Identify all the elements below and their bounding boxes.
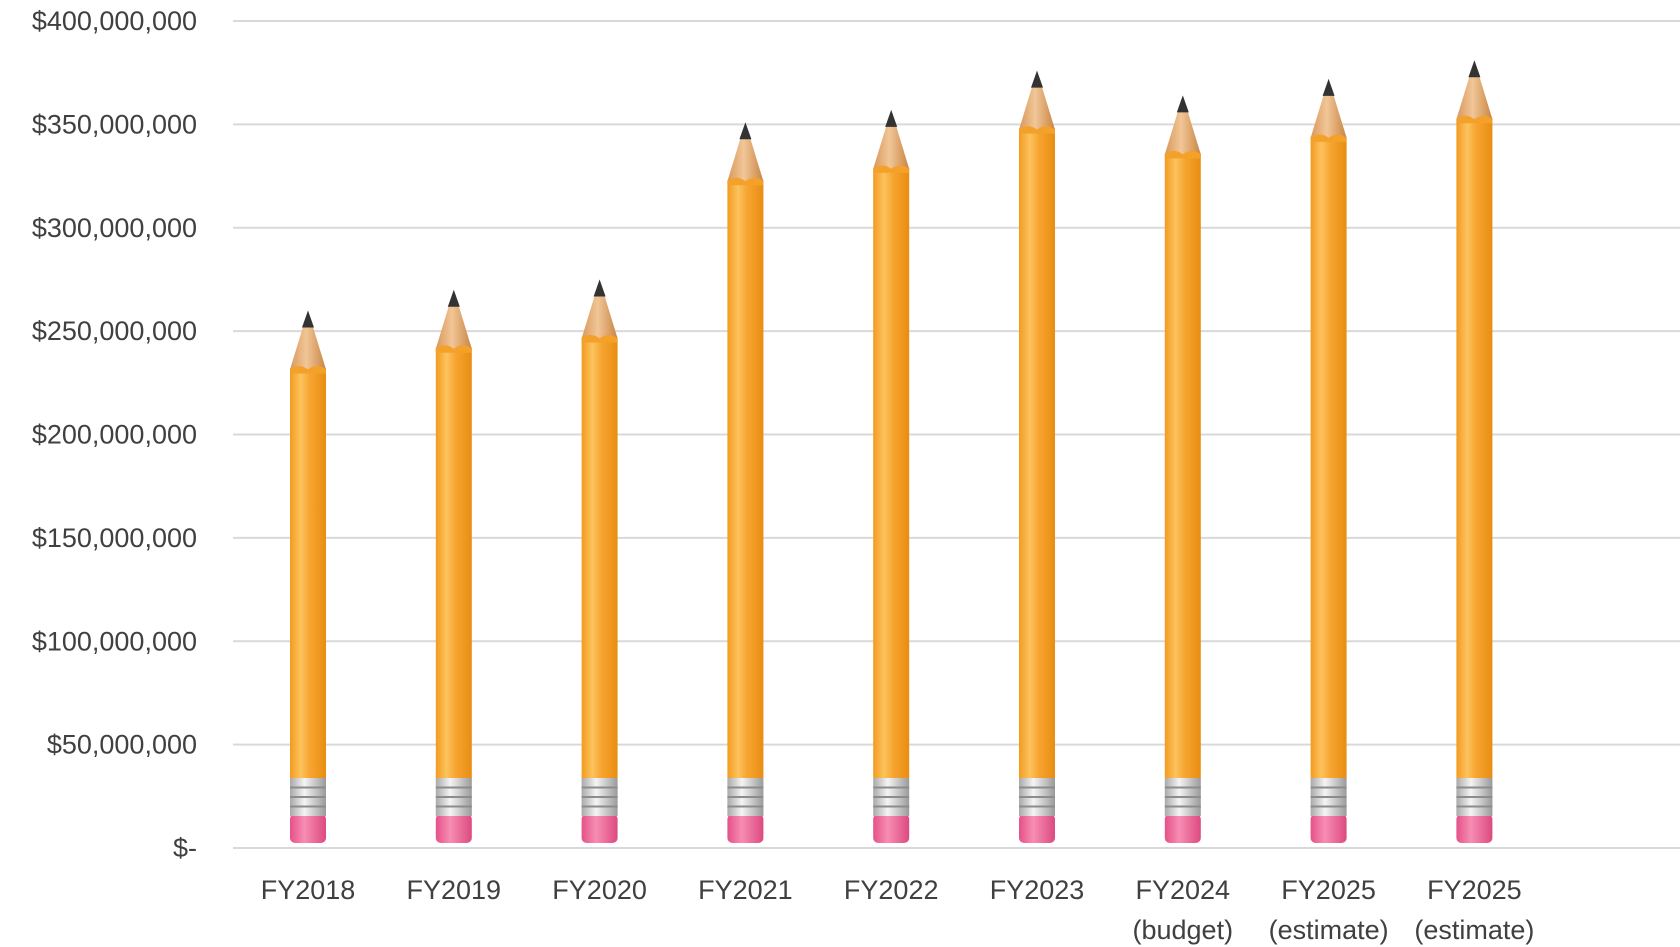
y-tick-label: $200,000,000: [32, 420, 197, 450]
pencil-graphite: [593, 279, 606, 297]
pencil-eraser: [1164, 814, 1201, 843]
y-tick-label: $100,000,000: [32, 626, 197, 656]
pencil-bar: [1310, 78, 1347, 843]
pencil-body: [1310, 136, 1347, 778]
pencil-graphite: [1322, 78, 1335, 96]
x-category-label-line: FY2020: [552, 875, 647, 905]
pencil-bar: [435, 289, 472, 843]
x-category-label-line: FY2024: [1136, 875, 1231, 905]
pencil-wood-tip: [873, 109, 910, 169]
pencil-eraser: [1310, 814, 1347, 843]
x-category-label: FY2024 (budget): [1133, 875, 1234, 945]
pencil-bar: [873, 109, 910, 843]
y-tick-label: $300,000,000: [32, 213, 197, 243]
x-category-label: FY2020: [552, 875, 647, 905]
y-tick-label: $50,000,000: [47, 730, 197, 760]
x-category-label-line: FY2018: [261, 875, 356, 905]
pencil-graphite: [1468, 60, 1481, 78]
pencil-graphite: [447, 289, 460, 307]
x-category-label: FY2025 (estimate): [1414, 875, 1534, 945]
pencil-graphite: [885, 109, 898, 127]
y-tick-label: $150,000,000: [32, 523, 197, 553]
pencil-wood-tip: [435, 289, 472, 349]
pencil-wood-tip: [727, 122, 764, 182]
pencil-eraser: [581, 814, 618, 843]
pencil-body: [1164, 153, 1201, 778]
x-category-label: FY2021: [698, 875, 793, 905]
pencil-paint-edge: [581, 334, 618, 343]
x-category-label-line: FY2025: [1281, 875, 1376, 905]
pencil-paint-edge: [1310, 134, 1347, 142]
pencil-wood-tip: [1019, 70, 1055, 130]
x-axis-category-labels: FY2018 FY2019 FY2020 FY2021 FY2022 FY2023 FY20…: [261, 875, 1535, 945]
pencil-wood-tip: [1456, 60, 1493, 120]
pencil-paint-edge: [1164, 150, 1201, 159]
pencil-paint-edge: [873, 165, 910, 173]
pencil-paint-edge: [1019, 126, 1055, 134]
pencil-paint-edge: [1456, 115, 1493, 124]
pencil-body: [581, 337, 618, 778]
y-tick-label: $350,000,000: [32, 109, 197, 139]
y-tick-label: $-: [173, 833, 197, 863]
pencil-paint-edge: [435, 345, 472, 353]
pencil-body: [873, 167, 910, 779]
pencil-paint-edge: [727, 177, 764, 186]
pencil-bar: [1019, 70, 1055, 843]
x-category-label-line: FY2023: [990, 875, 1085, 905]
pencil-eraser: [1456, 814, 1493, 843]
pencil-graphite: [302, 310, 314, 328]
pencil-bar: [290, 310, 326, 843]
gridlines: [233, 20, 1680, 849]
pencil-wood-tip: [1164, 95, 1201, 155]
x-category-label-line: FY2022: [844, 875, 939, 905]
x-category-label: FY2022: [844, 875, 939, 905]
pencil-paint-edge: [290, 365, 326, 374]
x-category-label-line: (estimate): [1269, 915, 1389, 945]
pencil-bar: [581, 279, 618, 843]
x-category-label: FY2025 (estimate): [1269, 875, 1389, 945]
pencil-bar: [1456, 60, 1493, 843]
x-category-label: FY2023: [990, 875, 1085, 905]
pencil-body: [435, 347, 472, 778]
x-category-label-line: (estimate): [1414, 915, 1534, 945]
pencil-wood-tip: [581, 279, 618, 339]
pencil-graphite: [1031, 70, 1043, 88]
pencil-body: [727, 180, 764, 778]
pencil-eraser: [873, 814, 910, 843]
pencil-bar: [1164, 95, 1201, 843]
pencil-body: [1456, 118, 1493, 779]
pencil-graphite: [739, 122, 752, 140]
x-category-label-line: FY2025: [1427, 875, 1522, 905]
pencil-body: [290, 368, 326, 778]
pencil-graphite: [1176, 95, 1189, 113]
pencil-wood-tip: [290, 310, 326, 370]
y-axis-tick-labels: $- $50,000,000 $100,000,000 $150,000,000 $20…: [32, 6, 197, 863]
pencil-bars: [290, 60, 1493, 843]
y-tick-label: $400,000,000: [32, 6, 197, 36]
pencil-eraser: [435, 814, 472, 843]
x-category-label-line: FY2019: [407, 875, 502, 905]
pencil-eraser: [1019, 814, 1055, 843]
pencil-wood-tip: [1310, 78, 1347, 138]
x-category-label: FY2019: [407, 875, 502, 905]
x-category-label-line: FY2021: [698, 875, 793, 905]
x-category-label: FY2018: [261, 875, 356, 905]
x-category-label-line: (budget): [1133, 915, 1234, 945]
pencil-body: [1019, 128, 1055, 778]
pencil-eraser: [290, 814, 326, 843]
y-tick-label: $250,000,000: [32, 316, 197, 346]
pencil-eraser: [727, 814, 764, 843]
pencil-bar: [727, 122, 764, 843]
